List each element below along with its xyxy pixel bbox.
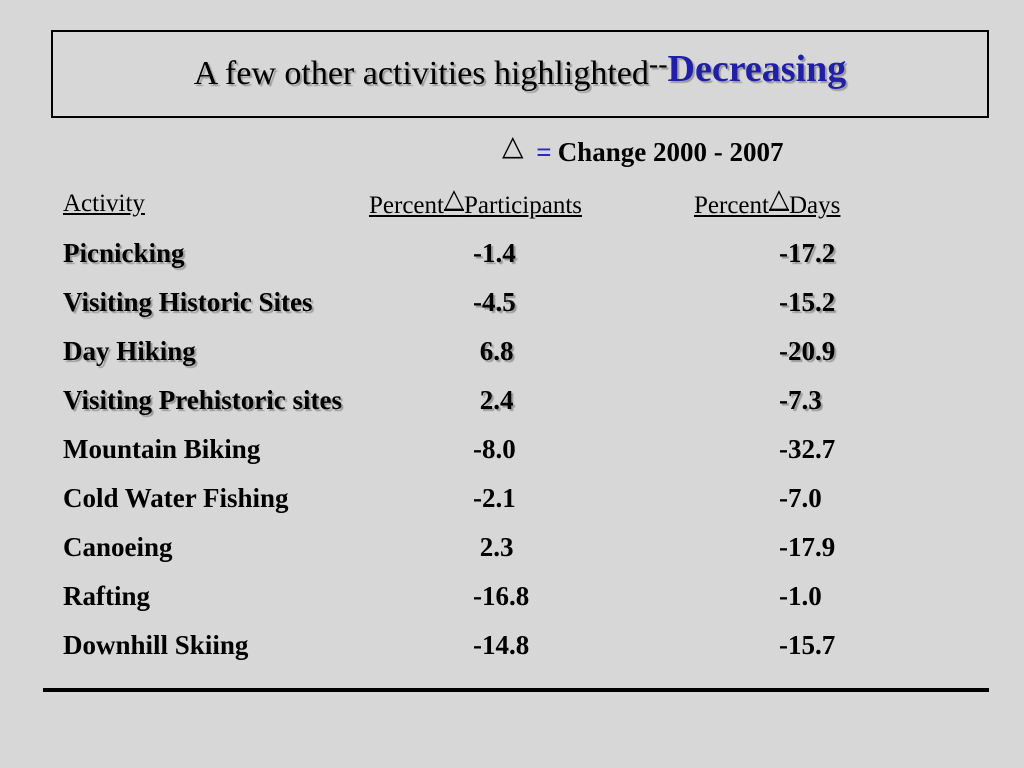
percent-days: -15.7: [779, 630, 836, 660]
percent-days: -15.2: [779, 287, 836, 317]
activity-name: Rafting: [63, 581, 150, 611]
activity-name: Mountain Biking: [63, 434, 261, 464]
title-dash: --: [648, 49, 668, 80]
table-row: Cold Water Fishing -2.1 -7.0: [63, 483, 963, 523]
title-accent: Decreasing: [667, 48, 847, 90]
percent-days: -17.2: [779, 238, 836, 268]
table-row: Visiting Historic Sites -4.5 -15.2: [63, 287, 963, 327]
table-row: Downhill Skiing -14.8 -15.7: [63, 630, 963, 670]
title-box: A few other activities highlighted -- Decr…: [51, 30, 989, 118]
percent-participants: -16.8: [473, 581, 530, 611]
table-row: Mountain Biking -8.0 -32.7: [63, 434, 963, 474]
delta-legend: △ = Change 2000 - 2007: [502, 131, 784, 169]
percent-days: -7.3: [779, 385, 822, 415]
bottom-divider: [43, 688, 989, 692]
header-activity: Activity: [63, 190, 145, 217]
activity-name: Cold Water Fishing: [63, 483, 289, 513]
delta-icon: △: [502, 131, 524, 162]
table-row: Canoeing 2.3 -17.9: [63, 532, 963, 572]
slide-title: A few other activities highlighted: [193, 55, 649, 92]
activity-name: Canoeing: [63, 532, 173, 562]
delta-icon: △: [443, 184, 464, 213]
percent-days: -1.0: [779, 581, 822, 611]
delta-icon: △: [768, 184, 789, 213]
table-row: Picnicking -1.4 -17.2: [63, 238, 963, 278]
table-row: Rafting -16.8 -1.0: [63, 581, 963, 621]
header-p2-prefix: Percent: [694, 192, 769, 219]
percent-participants: 6.8: [473, 336, 514, 366]
activity-name: Visiting Prehistoric sites: [63, 385, 342, 415]
percent-days: -17.9: [779, 532, 836, 562]
header-percent-participants: Percent△Participants: [369, 184, 582, 220]
header-p1-prefix: Percent: [369, 192, 444, 219]
legend-text: Change 2000 - 2007: [557, 137, 784, 167]
header-percent-days: Percent△Days: [694, 184, 841, 220]
header-p1-suffix: Participants: [463, 192, 582, 219]
activity-name: Downhill Skiing: [63, 630, 249, 660]
percent-participants: -4.5: [473, 287, 516, 317]
table-row: Visiting Prehistoric sites 2.4 -7.3: [63, 385, 963, 425]
table-row: Day Hiking 6.8 -20.9: [63, 336, 963, 376]
percent-days: -32.7: [779, 434, 836, 464]
percent-participants: -2.1: [473, 483, 516, 513]
percent-days: -7.0: [779, 483, 822, 513]
activity-name: Day Hiking: [63, 336, 196, 366]
percent-participants: -14.8: [473, 630, 530, 660]
percent-days: -20.9: [779, 336, 836, 366]
percent-participants: -1.4: [473, 238, 516, 268]
percent-participants: 2.4: [473, 385, 514, 415]
percent-participants: -8.0: [473, 434, 516, 464]
legend-equals: =: [536, 137, 552, 167]
activity-name: Visiting Historic Sites: [63, 287, 313, 317]
header-p2-suffix: Days: [788, 192, 841, 219]
percent-participants: 2.3: [473, 532, 514, 562]
activity-name: Picnicking: [63, 238, 185, 268]
